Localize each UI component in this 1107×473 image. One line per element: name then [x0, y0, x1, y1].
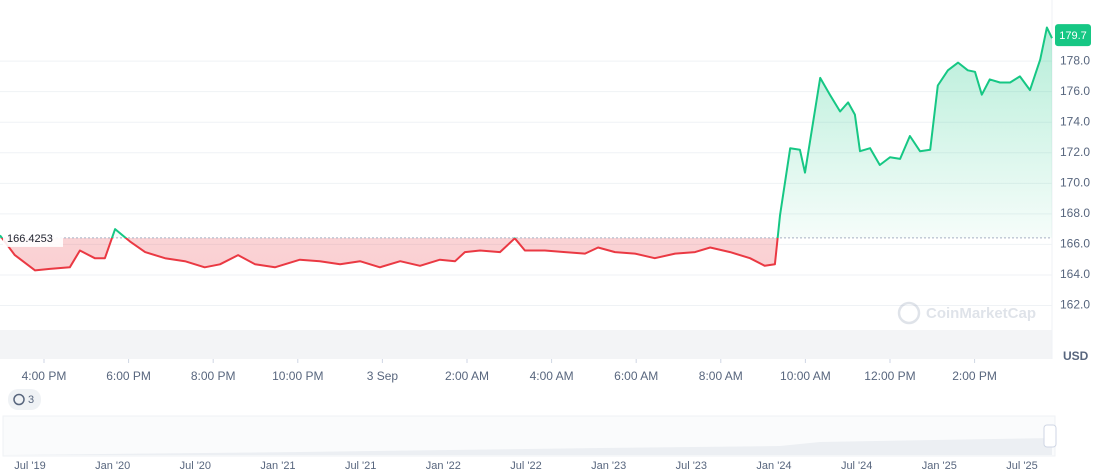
navigator-label: Jul '22 [510, 460, 541, 472]
y-tick-label: 162.0 [1060, 298, 1090, 312]
y-tick-label: 174.0 [1060, 114, 1090, 128]
navigator-area [3, 438, 1052, 455]
navigator-handle[interactable] [1043, 424, 1057, 448]
y-tick-label: 178.0 [1060, 53, 1090, 67]
currency-label: USD [1063, 349, 1089, 363]
y-tick-label: 172.0 [1060, 145, 1090, 159]
navigator-label: Jan '20 [95, 460, 130, 472]
x-tick-label: 12:00 PM [864, 369, 915, 383]
history-badge[interactable]: 3 [8, 389, 41, 410]
x-tick-label: 8:00 PM [191, 369, 236, 383]
x-tick-label: 10:00 PM [272, 369, 323, 383]
navigator-label: Jan '22 [426, 460, 461, 472]
history-count: 3 [28, 394, 34, 406]
x-tick-label: 6:00 AM [614, 369, 658, 383]
x-tick-label: 4:00 AM [530, 369, 574, 383]
x-tick-label: 2:00 PM [952, 369, 997, 383]
navigator-label: Jan '25 [922, 460, 957, 472]
baseline-label-bg [3, 228, 63, 247]
volume-band [0, 330, 1052, 359]
navigator-label: Jan '21 [260, 460, 295, 472]
x-tick-label: 3 Sep [367, 369, 399, 383]
x-tick-label: 8:00 AM [699, 369, 743, 383]
navigator-label: Jul '25 [1006, 460, 1037, 472]
y-tick-label: 176.0 [1060, 84, 1090, 98]
watermark: CoinMarketCap [897, 301, 1036, 325]
price-line [0, 26, 1053, 272]
y-tick-label: 168.0 [1060, 206, 1090, 220]
x-tick-label: 4:00 PM [22, 369, 67, 383]
navigator-label: Jul '19 [14, 460, 45, 472]
navigator-label: Jan '23 [591, 460, 626, 472]
y-tick-label: 164.0 [1060, 267, 1090, 281]
navigator-label: Jul '24 [841, 460, 872, 472]
price-tag [1055, 24, 1091, 47]
y-tick-label: 166.0 [1060, 237, 1090, 251]
x-tick-label: 6:00 PM [106, 369, 151, 383]
x-tick-label: 2:00 AM [445, 369, 489, 383]
navigator-label: Jul '23 [676, 460, 707, 472]
baseline-label: 166.4253 [7, 233, 53, 245]
navigator-label: Jul '20 [180, 460, 211, 472]
navigator-label: Jan '24 [756, 460, 791, 472]
price-tag-label: 179.7 [1059, 30, 1087, 42]
y-tick-label: 170.0 [1060, 175, 1090, 189]
x-tick-label: 10:00 AM [780, 369, 831, 383]
watermark-text: CoinMarketCap [926, 305, 1036, 322]
area [0, 27, 1052, 271]
navigator-label: Jul '21 [345, 460, 376, 472]
